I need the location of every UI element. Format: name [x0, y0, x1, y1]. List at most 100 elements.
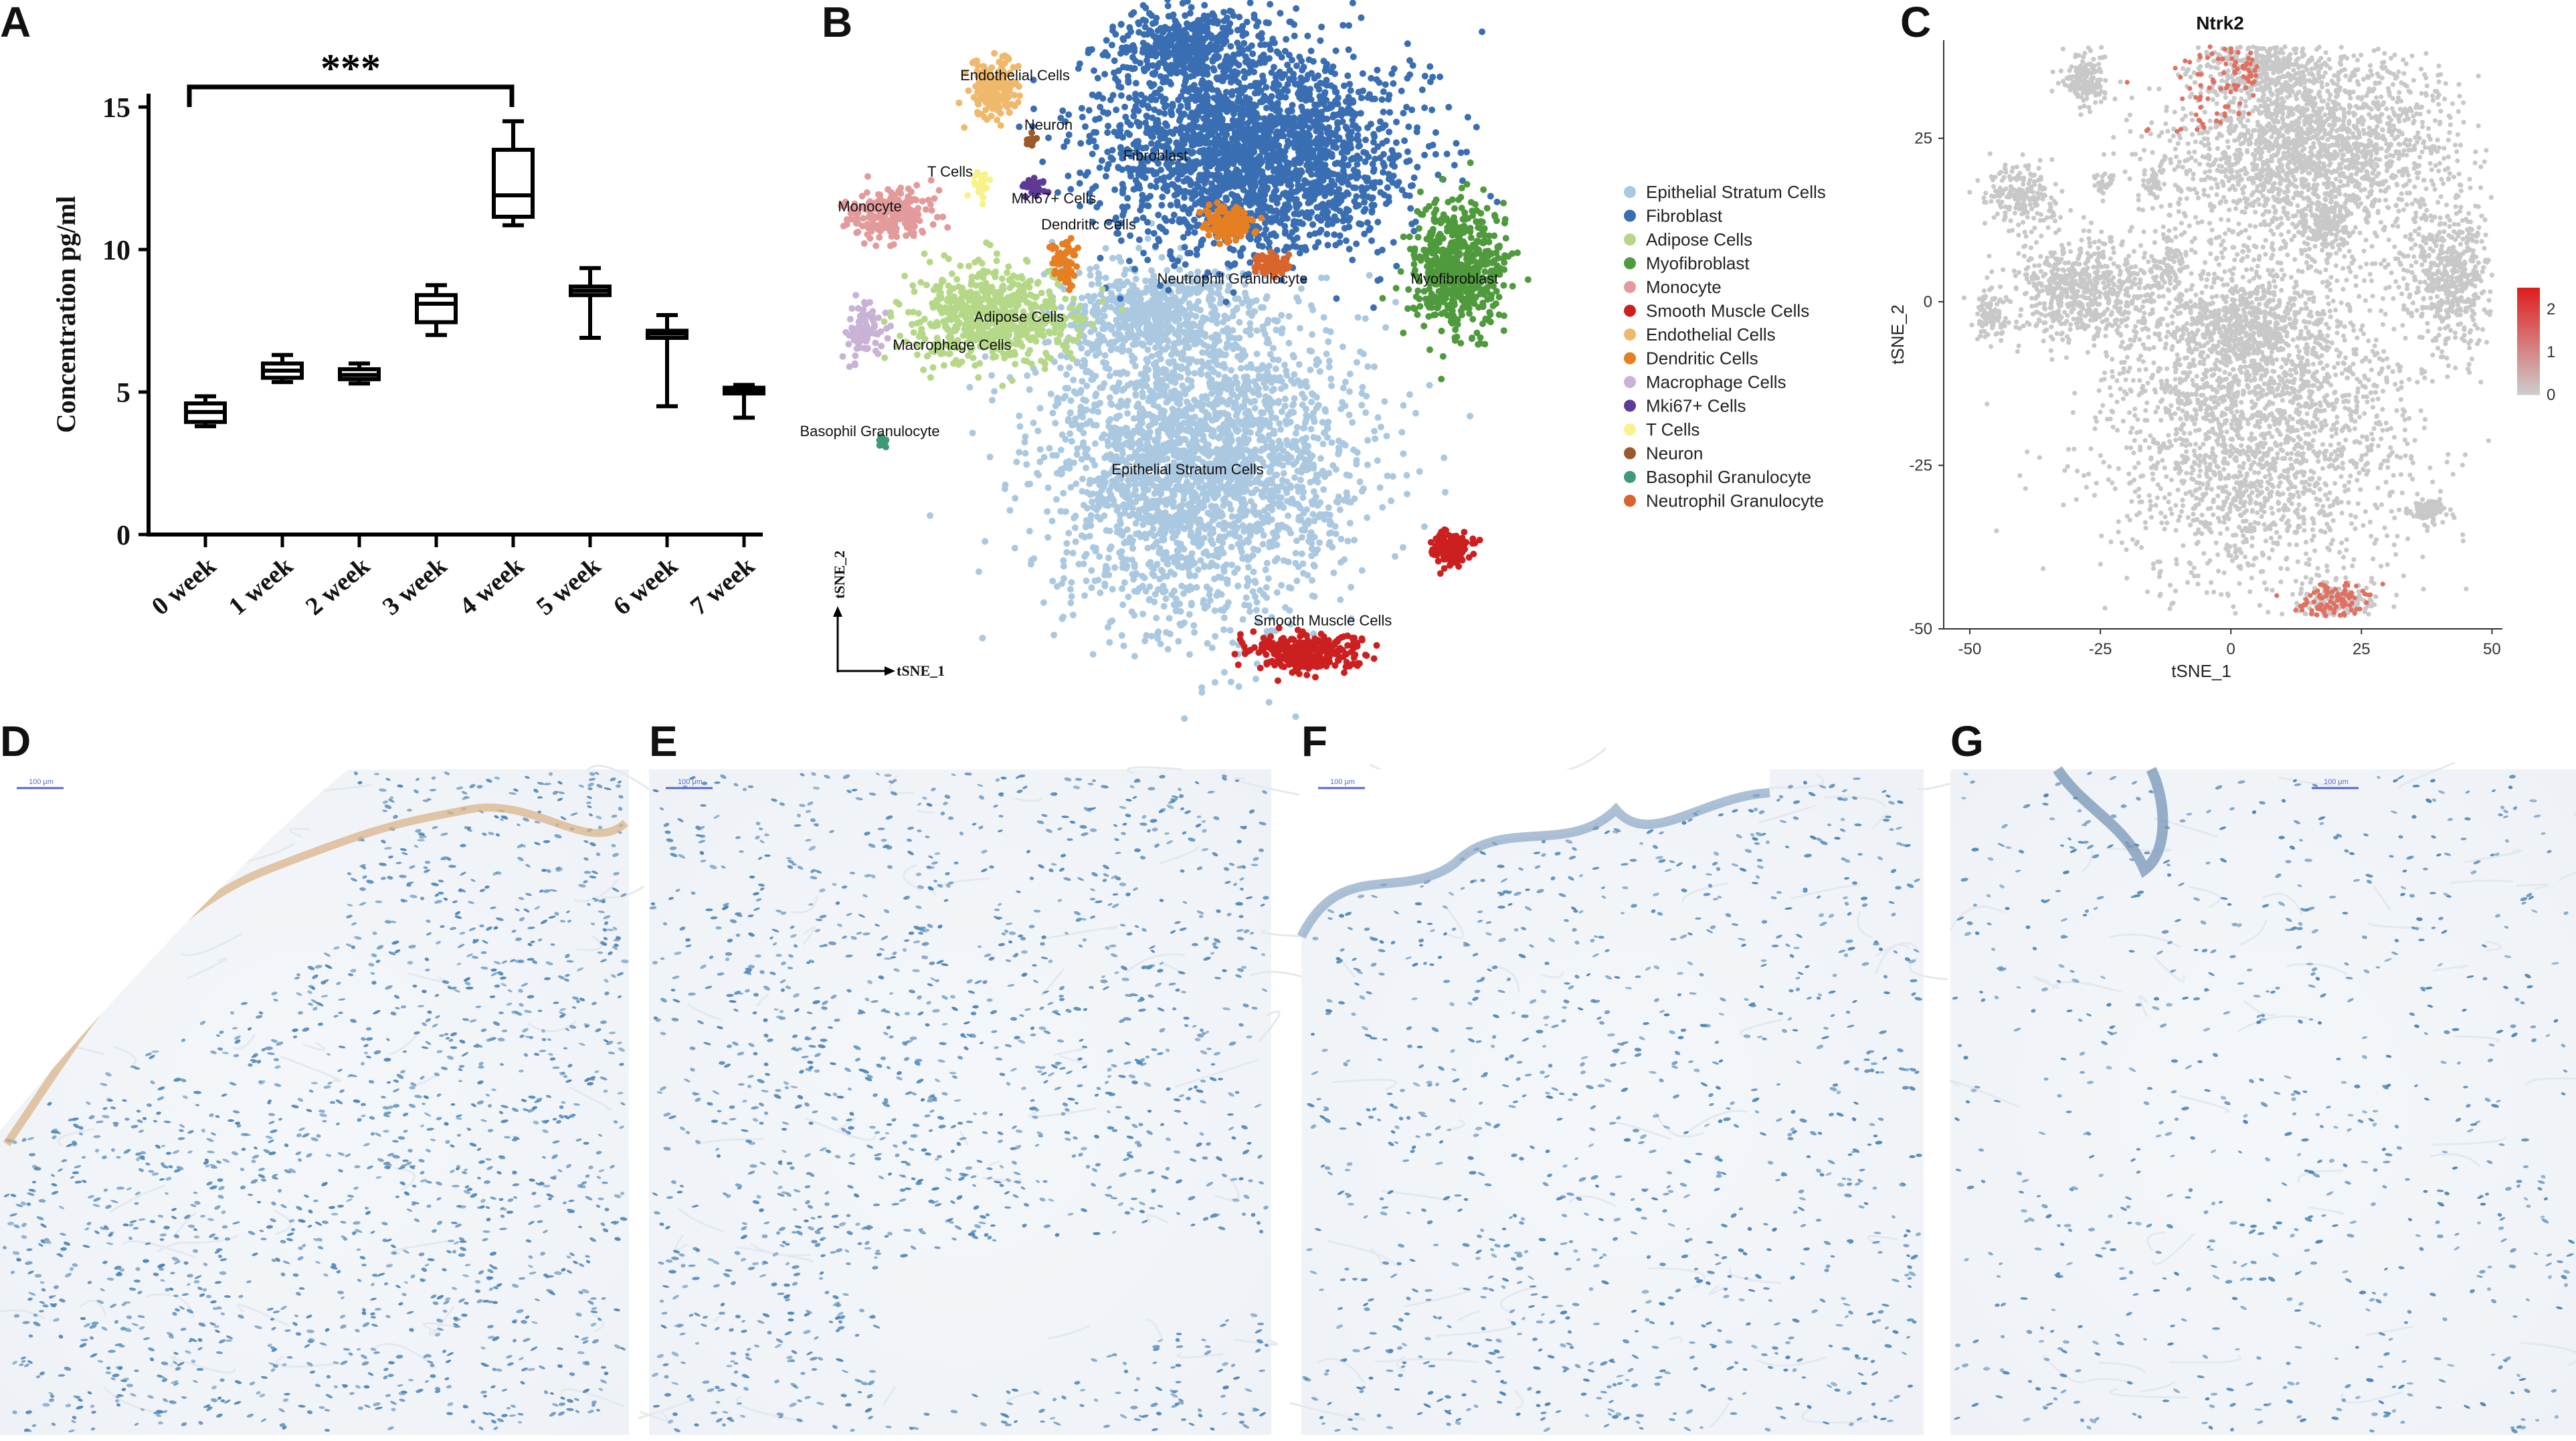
cluster-label: Endothelial Cells [960, 67, 1070, 84]
colorbar-segment [2517, 392, 2540, 395]
colorbar-segment [2517, 368, 2540, 371]
legend-label: Adipose Cells [1646, 229, 1752, 250]
panel-label-a: A [0, 0, 31, 46]
legend-swatch [1624, 376, 1636, 388]
panel-label-c: C [1900, 0, 1931, 46]
y-tick-label: 0 [116, 520, 130, 551]
legend-swatch [1624, 233, 1636, 246]
scale-bar-label: 100 μm [1330, 778, 1355, 786]
x-tick-label: 5 week [531, 551, 607, 621]
panel-label-g: G [1950, 717, 1984, 765]
box-4 [494, 121, 533, 225]
x-tick-label: 3 week [377, 551, 453, 621]
x-tick-label: 0 week [147, 551, 222, 621]
colorbar-segment [2517, 373, 2540, 377]
significance-bracket: *** [189, 46, 512, 107]
cluster-label: Myofibroblast [1411, 270, 1499, 287]
scale-bar-label: 100 μm [678, 778, 703, 786]
colorbar-segment [2517, 379, 2540, 382]
legend-label: T Cells [1646, 419, 1699, 440]
colorbar-segment [2517, 333, 2540, 337]
colorbar-segment [2517, 381, 2540, 385]
legend: Epithelial Stratum CellsFibroblastAdipos… [1624, 182, 1826, 511]
y-axis-label: tSNE_2 [831, 551, 848, 599]
colorbar-segment [2517, 352, 2540, 355]
panel-label-f: F [1301, 717, 1327, 765]
cluster-points [955, 50, 1023, 131]
legend-label: Dendritic Cells [1646, 349, 1758, 369]
chart-title: Ntrk2 [2196, 13, 2244, 33]
x-tick-label: -25 [2089, 640, 2112, 658]
colorbar-segment [2517, 306, 2540, 310]
cluster-label: Smooth Muscle Cells [1254, 612, 1392, 629]
colorbar-segment [2517, 339, 2540, 342]
legend-label: Endothelial Cells [1646, 324, 1776, 345]
y-axis-label: Concentration pg/ml [51, 196, 81, 433]
legend-swatch [1624, 353, 1636, 365]
significance-stars: *** [320, 46, 381, 90]
legend-item: Neutrophil Granulocyte [1624, 491, 1824, 511]
colorbar-segment [2517, 389, 2540, 393]
legend-label: Smooth Muscle Cells [1646, 301, 1809, 321]
scale-bar-label: 100 μm [29, 778, 54, 786]
micrograph-d: 100 μm [0, 766, 658, 1435]
colorbar-segment [2517, 347, 2540, 350]
tissue-background [649, 769, 1271, 1435]
colorbar-segment [2517, 293, 2540, 296]
box-1 [263, 355, 302, 382]
legend-item: Monocyte [1624, 277, 1722, 297]
colorbar-segment [2517, 320, 2540, 323]
y-tick-label: 10 [102, 235, 130, 266]
legend-label: Myofibroblast [1646, 254, 1750, 274]
box-7 [725, 385, 763, 417]
legend-swatch [1624, 281, 1636, 293]
x-tick-label: 2 week [300, 551, 376, 621]
micrograph-e: 100 μm [638, 767, 1319, 1435]
colorbar-segment [2517, 363, 2540, 366]
legend-swatch [1624, 186, 1636, 198]
low-expression-points [1962, 44, 2494, 617]
colorbar-segment [2517, 349, 2540, 353]
box-3 [417, 285, 456, 335]
cluster-label: Dendritic Cells [1041, 216, 1136, 233]
micrograph-f: 100 μm [1289, 748, 1954, 1435]
colorbar-tick-label: 0 [2547, 386, 2555, 404]
x-axis-label: tSNE_1 [2171, 661, 2231, 681]
legend-item: Myofibroblast [1624, 254, 1750, 274]
colorbar-segment [2517, 312, 2540, 315]
scale-bar-label: 100 μm [2324, 778, 2349, 786]
x-tick-label: -50 [1958, 640, 1982, 658]
colorbar-segment [2517, 376, 2540, 379]
colorbar-segment [2517, 371, 2540, 374]
legend-swatch [1624, 305, 1636, 317]
y-tick-label: 0 [1924, 293, 1932, 311]
legend-label: Basophil Granulocyte [1646, 467, 1811, 487]
legend-item: Dendritic Cells [1624, 349, 1758, 369]
boxes [186, 121, 763, 426]
cluster-label: Fibroblast [1123, 147, 1188, 164]
colorbar-segment [2517, 322, 2540, 326]
legend-swatch [1624, 400, 1636, 412]
box-body [417, 295, 456, 322]
x-tick-label: 25 [2353, 640, 2371, 658]
colorbar-segment [2517, 330, 2540, 334]
cluster-label: Monocyte [838, 198, 901, 215]
box-5 [571, 268, 610, 338]
legend-item: T Cells [1624, 419, 1699, 440]
colorbar-segment [2517, 384, 2540, 387]
colorbar-segment [2517, 325, 2540, 328]
cluster-label: Neuron [1024, 116, 1073, 133]
panel-label-b: B [822, 0, 852, 46]
legend-label: Macrophage Cells [1646, 372, 1786, 392]
colorbar-segment [2517, 328, 2540, 331]
x-tick-label: 7 week [685, 551, 761, 621]
legend-label: Neuron [1646, 444, 1703, 464]
legend-swatch [1624, 328, 1636, 341]
cluster-points [1046, 235, 1081, 293]
